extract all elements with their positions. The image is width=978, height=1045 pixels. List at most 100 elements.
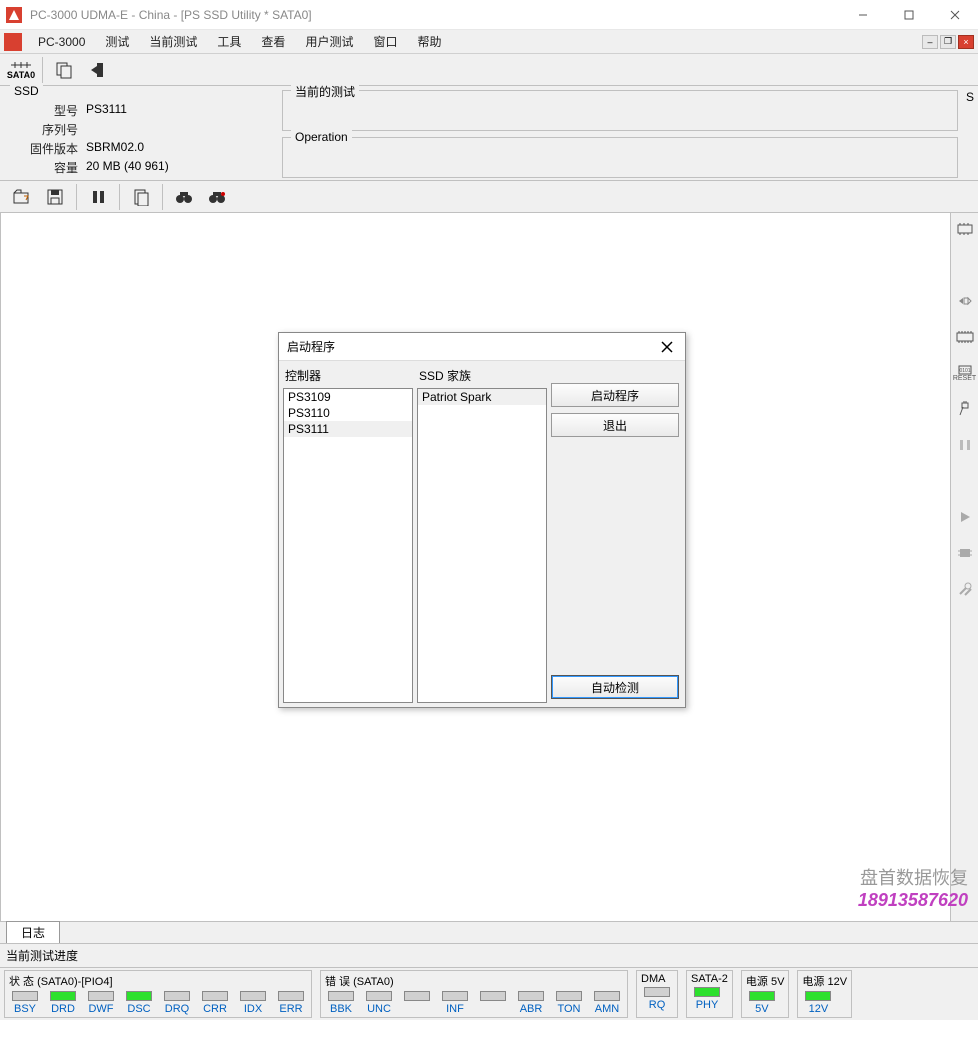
strip-pause-icon[interactable] [955,435,975,455]
status-led: DSC [123,991,155,1015]
open-icon [12,188,30,206]
status-led: ABR [515,991,547,1015]
led-indicator [164,991,190,1001]
list-item[interactable]: PS3110 [284,405,412,421]
led-indicator [556,991,582,1001]
status-led: DRD [47,991,79,1015]
strip-tools-icon[interactable] [955,579,975,599]
operation-label: Operation [291,130,352,144]
toolbar-find-next-button[interactable] [201,183,235,211]
led-indicator [694,987,720,997]
menu-item[interactable]: 工具 [207,30,251,53]
status-led: BSY [9,991,41,1015]
right-tool-strip: 0101RESET [950,213,978,921]
status-group-sata2: SATA-2 PHY [686,970,733,1018]
toolbar-find-button[interactable] [167,183,201,211]
toolbar-paste-button[interactable] [124,183,158,211]
status-led: INF [439,991,471,1015]
strip-ic-icon[interactable] [955,327,975,347]
menu-item[interactable]: 查看 [251,30,295,53]
status-led: AMN [591,991,623,1015]
toolbar-secondary [0,181,978,213]
ssd-fw-value: SBRM02.0 [86,140,270,157]
led-indicator [404,991,430,1001]
status-group-title: 电源 12V [802,973,847,989]
led-label: ERR [279,1003,302,1015]
ssd-cap-value: 20 MB (40 961) [86,159,270,176]
toolbar-open-button[interactable] [4,183,38,211]
toolbar-save-button[interactable] [38,183,72,211]
status-led: PHY [691,987,723,1011]
status-group-error: 错 误 (SATA0) BBKUNCINFABRTONAMN [320,970,628,1018]
autodetect-button[interactable]: 自动检测 [551,675,679,699]
ssd-serial-label: 序列号 [8,121,78,138]
list-item[interactable]: PS3109 [284,389,412,405]
led-indicator [12,991,38,1001]
watermark: 盘首数据恢复 18913587620 [858,864,968,911]
led-indicator [88,991,114,1001]
status-led: DWF [85,991,117,1015]
toolbar-copy-button[interactable] [47,56,81,84]
dialog-title: 启动程序 [287,338,657,355]
close-button[interactable] [932,0,978,30]
controller-listbox[interactable]: PS3109PS3110PS3111 [283,388,413,703]
list-item[interactable]: Patriot Spark [418,389,546,405]
toolbar-pause-button[interactable] [81,183,115,211]
led-label: DRQ [165,1003,189,1015]
startup-dialog: 启动程序 控制器 PS3109PS3110PS3111 SSD 家族 Patri… [278,332,686,708]
led-indicator [442,991,468,1001]
led-label: TON [557,1003,580,1015]
menu-item[interactable]: 用户测试 [295,30,363,53]
status-led: RQ [641,987,673,1011]
family-listbox[interactable]: Patriot Spark [417,388,547,703]
led-label: ABR [520,1003,543,1015]
ssd-model-value: PS3111 [86,102,270,119]
led-label: 5V [755,1003,768,1015]
strip-play-icon[interactable] [955,507,975,527]
progress-row: 当前测试进度 [0,943,978,967]
menu-item[interactable]: 测试 [95,30,139,53]
start-button[interactable]: 启动程序 [551,383,679,407]
status-led: CRR [199,991,231,1015]
menu-app[interactable]: PC-3000 [28,32,95,52]
led-label: DSC [127,1003,150,1015]
menu-item[interactable]: 窗口 [363,30,407,53]
sata-icon [11,60,31,70]
strip-reset-icon[interactable]: 0101RESET [955,363,975,383]
strip-chip-icon[interactable] [955,219,975,239]
ssd-model-label: 型号 [8,102,78,119]
ssd-fw-label: 固件版本 [8,140,78,157]
toolbar-exit-button[interactable] [81,56,115,84]
log-tab[interactable]: 日志 [6,921,60,943]
ssd-cap-label: 容量 [8,159,78,176]
led-indicator [50,991,76,1001]
strip-arrow-icon[interactable] [955,291,975,311]
minimize-button[interactable] [840,0,886,30]
led-indicator [594,991,620,1001]
status-group-title: 错 误 (SATA0) [325,973,623,989]
led-indicator [644,987,670,997]
strip-cpu-icon[interactable] [955,543,975,563]
strip-power-icon[interactable] [955,399,975,419]
status-group-state: 状 态 (SATA0)-[PIO4] BSYDRDDWFDSCDRQCRRIDX… [4,970,312,1018]
binoculars-next-icon [209,190,227,204]
maximize-button[interactable] [886,0,932,30]
mdi-minimize-button[interactable]: – [922,35,938,49]
led-label: PHY [696,999,719,1011]
menu-item[interactable]: 帮助 [407,30,451,53]
menu-item[interactable]: 当前测试 [139,30,207,53]
led-indicator [518,991,544,1001]
exit-button[interactable]: 退出 [551,413,679,437]
status-led: IDX [237,991,269,1015]
list-item[interactable]: PS3111 [284,421,412,437]
mdi-close-button[interactable]: × [958,35,974,49]
side-label: S [962,86,978,180]
led-label: CRR [203,1003,227,1015]
led-label: IDX [244,1003,262,1015]
svg-text:0101: 0101 [959,368,970,374]
device-tab-sata0[interactable]: SATA0 [4,56,38,84]
copy-icon [55,61,73,79]
dialog-close-button[interactable] [657,337,677,357]
info-row: SSD 型号 PS3111 序列号 固件版本 SBRM02.0 容量 20 MB… [0,86,978,181]
mdi-restore-button[interactable]: ❐ [940,35,956,49]
